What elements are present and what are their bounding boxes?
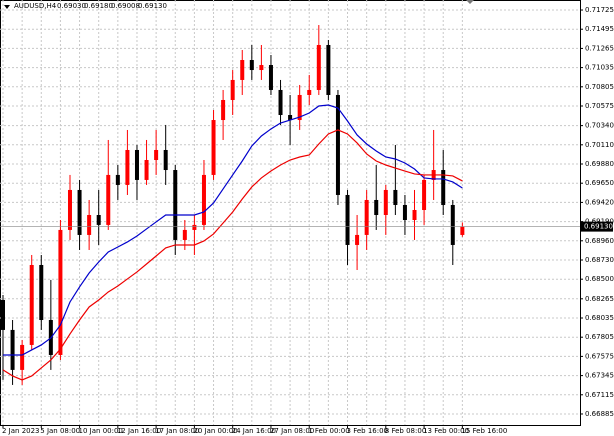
x-tick-label: 20 Jan 00:00 (193, 427, 237, 435)
x-tick-label: 2 Jan 2023 (2, 427, 40, 435)
candle-body (259, 65, 264, 71)
y-tick-label: 0.68960 (585, 237, 614, 245)
x-tick-label: 3 Feb 16:00 (347, 427, 388, 435)
x-tick-label: 15 Feb 16:00 (461, 427, 507, 435)
candle-body (29, 264, 34, 345)
candle-body (326, 44, 331, 95)
candle-body (355, 234, 360, 245)
x-tick-label: 8 Feb 08:00 (385, 427, 426, 435)
x-tick-label: 5 Jan 08:00 (40, 427, 80, 435)
candle-body (364, 199, 369, 235)
candle-body (422, 179, 427, 210)
y-tick-label: 0.71725 (585, 6, 614, 14)
candle-body (77, 189, 82, 235)
y-tick-label: 0.70805 (585, 83, 614, 91)
y-tick-label: 0.67805 (585, 333, 614, 341)
candle-body (230, 79, 235, 100)
x-tick-label: 13 Feb 00:00 (423, 427, 469, 435)
y-tick-label: 0.70110 (585, 141, 614, 149)
y-tick-label: 0.66885 (585, 410, 614, 418)
x-tick-label: 24 Jan 16:00 (232, 427, 276, 435)
candle-body (20, 344, 25, 370)
y-tick-label: 0.67575 (585, 352, 614, 360)
x-tick-label: 12 Jan 16:00 (117, 427, 161, 435)
candle-body (115, 174, 120, 185)
candle-body (393, 189, 398, 205)
quote-high: 0.69180 (84, 2, 113, 10)
candle-body (144, 160, 149, 180)
y-tick-label: 0.70340 (585, 122, 614, 130)
candle-body (134, 149, 139, 180)
current-price-box (581, 221, 613, 232)
candle-body (201, 174, 206, 225)
moving-average-line (2, 129, 463, 381)
quote-open: 0.69030 (57, 2, 86, 10)
candle-body (441, 170, 446, 205)
candle-body (67, 189, 72, 230)
y-tick-label: 0.68730 (585, 256, 614, 264)
candle-body (10, 329, 15, 370)
candle-body (374, 199, 379, 216)
quote-low: 0.69008 (111, 2, 140, 10)
y-tick-label: 0.67345 (585, 372, 614, 380)
candle-body (249, 60, 254, 71)
x-tick-label: 17 Jan 08:00 (155, 427, 199, 435)
candle-body (182, 229, 187, 240)
candle-body (383, 189, 388, 216)
candle-body (192, 224, 197, 230)
grid-layer (0, 0, 580, 425)
symbol: AUDUSD,H4 (14, 2, 57, 10)
y-tick-label: 0.67115 (585, 391, 614, 399)
candle-body (307, 89, 312, 95)
candle-body (288, 115, 293, 121)
candle-body (450, 204, 455, 245)
candle-body (211, 120, 216, 175)
y-tick-label: 0.70575 (585, 102, 614, 110)
candle-body (221, 99, 226, 121)
candle-body (1, 299, 5, 330)
y-tick-label: 0.71265 (585, 44, 614, 52)
y-tick-label: 0.71495 (585, 25, 614, 33)
x-tick-label: 1 Feb 00:00 (308, 427, 349, 435)
candle-body (96, 215, 101, 225)
y-tick-label: 0.68500 (585, 275, 614, 283)
candle-body (316, 44, 321, 90)
x-tick-label: 10 Jan 00:00 (79, 427, 123, 435)
candle-body (297, 94, 302, 121)
y-tick-label: 0.69880 (585, 160, 614, 168)
y-tick-label: 0.68265 (585, 295, 614, 303)
candle-body (412, 209, 417, 221)
quote-close: 0.69130 (138, 2, 167, 10)
candle-body (125, 149, 130, 185)
moving-average-line (3, 104, 463, 356)
shift-marker (466, 0, 474, 4)
candle-body (87, 215, 92, 235)
candle-body (163, 149, 168, 171)
candle-body (240, 60, 245, 80)
candle-body (402, 204, 407, 221)
candle-body (106, 174, 111, 225)
candle-body (335, 94, 340, 195)
y-tick-label: 0.69190 (585, 218, 614, 226)
candle-body (268, 65, 273, 90)
current-price-label: 0.69130 (584, 223, 613, 231)
candle-body (58, 229, 63, 355)
candle-body (460, 226, 465, 235)
candle-body (345, 194, 350, 245)
x-tick-label: 27 Jan 08:00 (270, 427, 314, 435)
menu-arrow[interactable] (4, 5, 10, 9)
y-tick-label: 0.68035 (585, 314, 614, 322)
y-tick-label: 0.69420 (585, 198, 614, 206)
y-tick-label: 0.69650 (585, 179, 614, 187)
candle-body (154, 149, 159, 161)
candle-body (39, 264, 44, 321)
candle-body (278, 89, 283, 116)
y-tick-label: 0.71035 (585, 64, 614, 72)
candle-body (173, 170, 178, 240)
